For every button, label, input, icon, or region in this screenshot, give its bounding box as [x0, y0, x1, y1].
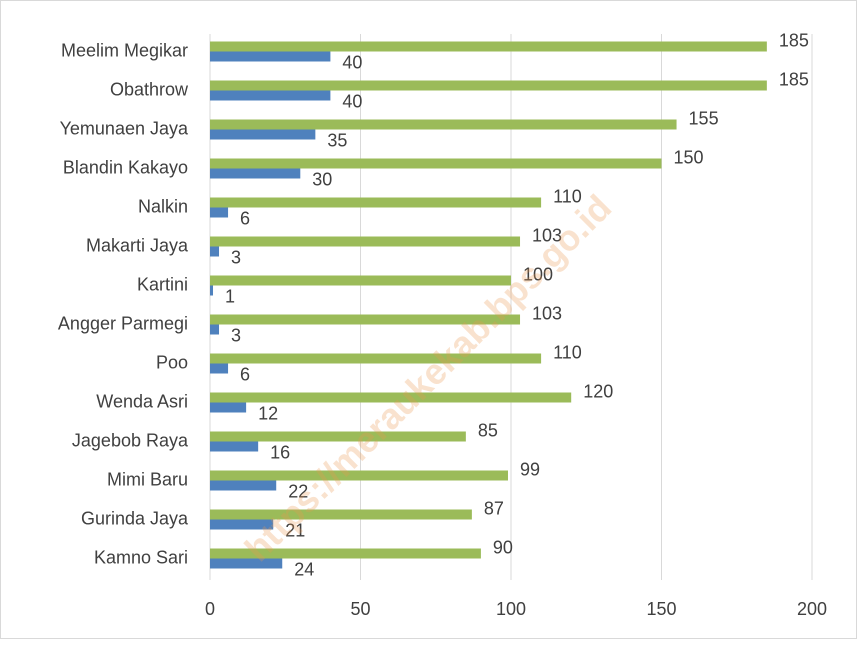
x-tick-label: 200	[797, 599, 827, 619]
data-label: 22	[288, 481, 308, 501]
bar	[210, 392, 572, 403]
x-tick-label: 150	[646, 599, 676, 619]
data-label: 185	[779, 30, 809, 50]
data-label: 24	[294, 559, 314, 579]
bar	[210, 558, 283, 569]
bar	[210, 275, 511, 286]
data-label: 150	[674, 147, 704, 167]
data-label: 12	[258, 403, 278, 423]
bar	[210, 51, 331, 62]
bar	[210, 431, 466, 442]
data-label: 85	[478, 420, 498, 440]
bar	[210, 470, 508, 481]
data-label: 40	[342, 52, 362, 72]
data-label: 40	[342, 91, 362, 111]
bar	[210, 441, 259, 452]
data-label: 185	[779, 69, 809, 89]
data-label: 90	[493, 537, 513, 557]
bar	[210, 41, 767, 52]
data-label: 110	[553, 342, 582, 362]
y-tick-label: Kamno Sari	[94, 547, 188, 567]
bar	[210, 246, 220, 257]
data-label: 30	[312, 169, 332, 189]
data-label: 155	[689, 108, 719, 128]
data-label: 100	[523, 264, 553, 284]
data-label: 87	[484, 498, 504, 518]
x-tick-label: 50	[350, 599, 370, 619]
data-label: 6	[240, 364, 250, 384]
x-tick-label: 100	[496, 599, 526, 619]
y-tick-label: Kartini	[137, 274, 188, 294]
data-label: 3	[231, 247, 241, 267]
data-label: 21	[285, 520, 305, 540]
data-label: 103	[532, 303, 562, 323]
y-tick-label: Jagebob Raya	[72, 430, 189, 450]
y-tick-label: Poo	[156, 352, 188, 372]
data-label: 110	[553, 186, 582, 206]
data-label: 6	[240, 208, 250, 228]
data-label: 120	[583, 381, 613, 401]
bar	[210, 80, 767, 91]
x-tick-label: 0	[205, 599, 215, 619]
data-label: 1	[225, 286, 235, 306]
bar	[210, 119, 677, 130]
bar	[210, 480, 277, 491]
bar	[210, 236, 521, 247]
bar	[210, 402, 247, 413]
y-tick-label: Wenda Asri	[96, 391, 188, 411]
bar	[210, 363, 229, 374]
y-tick-label: Obathrow	[110, 79, 189, 99]
y-tick-label: Meelim Megikar	[61, 40, 188, 60]
data-label: 103	[532, 225, 562, 245]
y-tick-label: Nalkin	[138, 196, 188, 216]
bar	[210, 168, 301, 179]
y-tick-label: Mimi Baru	[107, 469, 188, 489]
bar	[210, 197, 542, 208]
y-tick-label: Makarti Jaya	[86, 235, 189, 255]
bar	[210, 353, 542, 364]
data-label: 3	[231, 325, 241, 345]
data-label: 16	[270, 442, 290, 462]
bar	[210, 207, 229, 218]
bar	[210, 90, 331, 101]
bar	[210, 509, 472, 520]
y-tick-label: Blandin Kakayo	[63, 157, 188, 177]
bar	[210, 324, 220, 335]
bar	[210, 548, 481, 559]
y-tick-label: Yemunaen Jaya	[60, 118, 189, 138]
bar	[210, 285, 214, 296]
y-tick-label: Angger Parmegi	[58, 313, 188, 333]
y-tick-label: Gurinda Jaya	[81, 508, 189, 528]
data-label: 35	[327, 130, 347, 150]
bar	[210, 314, 521, 325]
bar	[210, 519, 274, 530]
data-label: 99	[520, 459, 540, 479]
bar	[210, 158, 662, 169]
bar	[210, 129, 316, 140]
